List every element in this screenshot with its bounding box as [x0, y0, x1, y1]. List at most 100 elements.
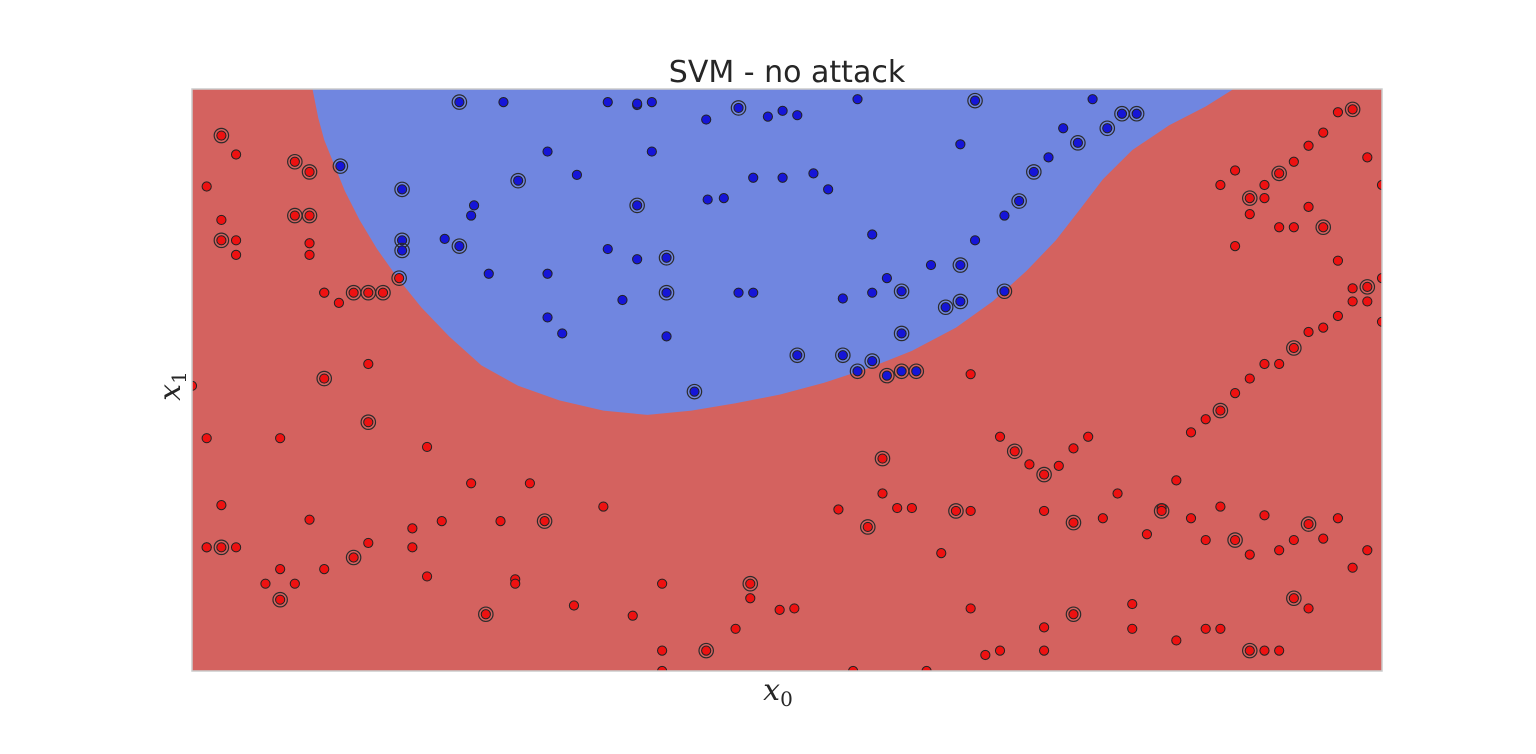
- point-marker: [1288, 593, 1299, 604]
- class-1-point: [602, 243, 613, 255]
- point-marker: [1332, 255, 1344, 266]
- class-0-point: [1244, 549, 1255, 560]
- support-vector-ring: [1026, 164, 1042, 180]
- point-marker: [1038, 505, 1050, 517]
- point-marker: [216, 214, 227, 226]
- support-vector-ring: [967, 92, 983, 109]
- class-0-point: [360, 414, 377, 430]
- point-marker: [1362, 281, 1373, 292]
- class-1-point: [835, 347, 851, 364]
- class-0-point: [1215, 623, 1226, 634]
- class-0-point: [1303, 201, 1314, 212]
- point-marker: [1068, 609, 1079, 620]
- point-marker: [230, 542, 242, 553]
- point-marker: [230, 249, 242, 260]
- class-0-point: [1347, 283, 1358, 294]
- point-marker: [718, 193, 729, 204]
- point-marker: [1127, 598, 1138, 610]
- point-marker: [1009, 446, 1020, 457]
- support-vector-ring: [952, 293, 969, 310]
- point-marker: [230, 149, 242, 160]
- point-marker: [421, 571, 433, 582]
- point-marker: [1141, 529, 1153, 540]
- point-marker: [304, 210, 315, 221]
- point-marker: [289, 210, 300, 221]
- class-1-point: [864, 353, 881, 369]
- point-marker: [201, 181, 212, 192]
- point-marker: [1244, 373, 1255, 384]
- point-marker: [192, 380, 198, 391]
- class-0-point: [833, 504, 844, 515]
- point-marker: [439, 233, 450, 244]
- class-1-point: [1114, 105, 1130, 122]
- class-0-point: [1259, 179, 1270, 191]
- point-marker: [319, 287, 330, 298]
- point-marker: [994, 431, 1006, 442]
- point-marker: [955, 296, 966, 307]
- point-marker: [657, 665, 668, 671]
- class-0-point: [1053, 460, 1064, 471]
- class-1-point: [468, 200, 480, 211]
- point-marker: [348, 552, 359, 563]
- class-1-point: [893, 363, 910, 380]
- point-marker: [1185, 513, 1197, 524]
- class-0-point: [1229, 241, 1241, 252]
- point-marker: [777, 105, 788, 116]
- point-marker: [955, 139, 966, 150]
- support-vector-ring: [345, 284, 362, 301]
- point-marker: [980, 649, 991, 661]
- class-0-point: [536, 513, 553, 529]
- class-0-point: [230, 542, 242, 553]
- class-1-point: [1026, 164, 1042, 180]
- point-marker: [892, 502, 903, 514]
- support-vector-ring: [213, 232, 230, 249]
- class-1-point: [925, 259, 937, 271]
- point-marker: [1028, 166, 1039, 178]
- support-vector-ring: [1065, 514, 1082, 531]
- point-marker: [733, 102, 744, 114]
- point-marker: [407, 542, 418, 553]
- class-0-point: [1303, 603, 1314, 614]
- class-0-point: [1303, 140, 1314, 151]
- class-0-point: [436, 516, 447, 527]
- class-0-point: [906, 502, 917, 514]
- class-0-point: [213, 539, 230, 556]
- class-1-point: [952, 257, 969, 273]
- support-vector-ring: [1006, 443, 1023, 460]
- point-marker: [1259, 179, 1270, 191]
- point-marker: [702, 194, 713, 205]
- point-marker: [689, 386, 700, 397]
- class-0-point: [495, 516, 506, 527]
- point-marker: [1127, 623, 1138, 634]
- point-marker: [539, 516, 550, 527]
- support-vector-ring: [451, 238, 468, 254]
- point-marker: [289, 578, 300, 589]
- point-marker: [333, 297, 345, 308]
- class-1-point: [661, 331, 672, 342]
- class-0-point: [1212, 402, 1229, 419]
- point-marker: [363, 358, 374, 370]
- point-marker: [1274, 222, 1285, 233]
- point-marker: [748, 172, 759, 183]
- class-0-point: [213, 127, 230, 144]
- point-marker: [906, 502, 917, 514]
- class-0-point: [848, 665, 859, 671]
- class-1-point: [542, 312, 553, 323]
- point-marker: [1303, 326, 1314, 338]
- point-marker: [965, 505, 976, 517]
- class-0-point: [1171, 475, 1182, 486]
- class-1-point: [1058, 123, 1069, 134]
- support-vector-ring: [1271, 165, 1287, 182]
- point-marker: [1014, 195, 1025, 207]
- class-0-point: [304, 238, 315, 249]
- point-marker: [377, 287, 389, 298]
- class-0-point: [877, 488, 888, 499]
- point-marker: [632, 200, 643, 211]
- class-0-point: [1112, 488, 1123, 499]
- class-0-point: [1200, 534, 1211, 546]
- point-marker: [480, 609, 491, 620]
- point-marker: [748, 287, 759, 298]
- point-marker: [1083, 431, 1094, 442]
- class-0-point: [1376, 316, 1382, 327]
- support-vector-ring: [394, 181, 410, 198]
